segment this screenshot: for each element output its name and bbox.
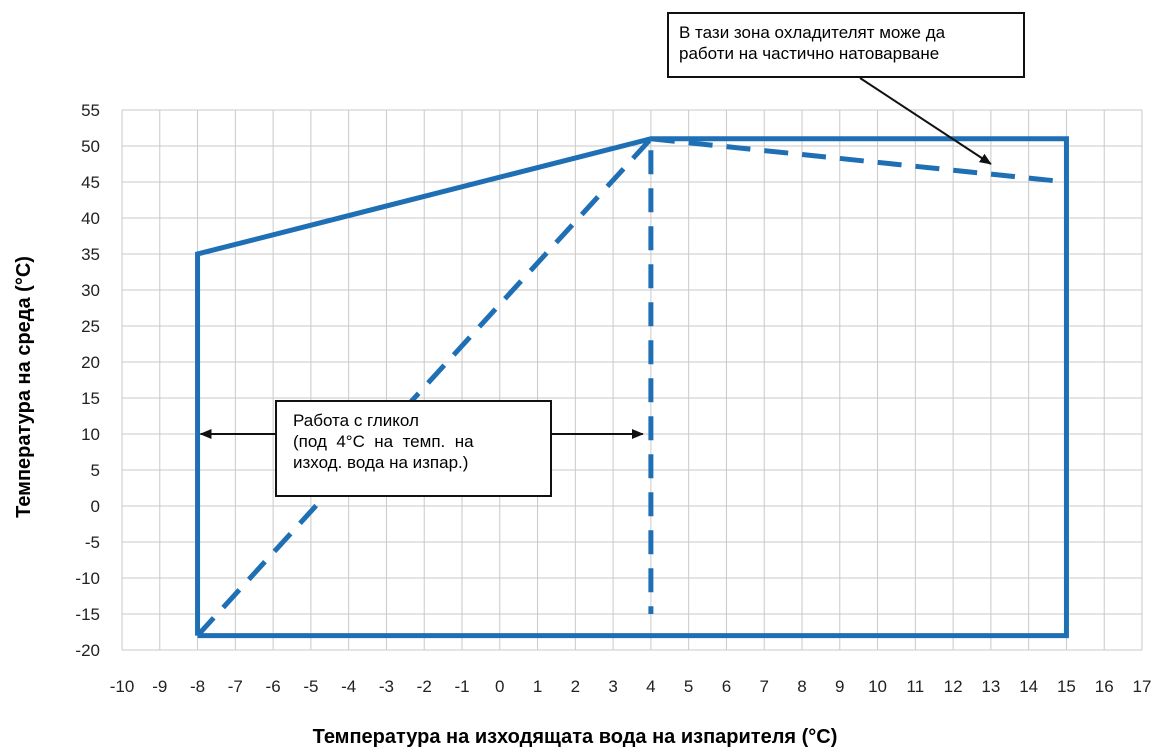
annotation-arrows bbox=[199, 77, 992, 439]
x-tick-label: 15 bbox=[1057, 677, 1076, 696]
annotation-line: В тази зона охладителят може да bbox=[679, 23, 946, 42]
y-tick-label: 0 bbox=[91, 497, 100, 516]
dashed-boundary-line bbox=[650, 136, 1067, 185]
series-lines bbox=[195, 132, 1069, 639]
x-tick-label: -9 bbox=[152, 677, 167, 696]
x-tick-label: 12 bbox=[944, 677, 963, 696]
x-tick-label: 2 bbox=[571, 677, 580, 696]
x-tick-label: -1 bbox=[454, 677, 469, 696]
y-tick-label: 5 bbox=[91, 461, 100, 480]
x-tick-label: -7 bbox=[228, 677, 243, 696]
partial-load-annotation: В тази зона охладителят може да работи н… bbox=[667, 12, 1025, 78]
y-axis-title: Температура на среда (°C) bbox=[13, 256, 35, 518]
x-tick-label: -10 bbox=[110, 677, 135, 696]
x-tick-label: 0 bbox=[495, 677, 504, 696]
x-tick-label: 14 bbox=[1019, 677, 1038, 696]
y-tick-label: 10 bbox=[81, 425, 100, 444]
x-axis-title: Температура на изходящата вода на изпари… bbox=[313, 726, 838, 748]
x-tick-label: 10 bbox=[868, 677, 887, 696]
y-tick-label: 25 bbox=[81, 317, 100, 336]
x-tick-label: -2 bbox=[417, 677, 432, 696]
y-tick-label: 55 bbox=[81, 101, 100, 120]
x-tick-label: 13 bbox=[981, 677, 1000, 696]
x-tick-label: 17 bbox=[1133, 677, 1152, 696]
x-tick-label: 11 bbox=[907, 677, 925, 696]
annotation-line: работи на частично натоварване bbox=[679, 44, 940, 63]
glycol-annotation: Работа с гликол (под 4°C на темп. на изх… bbox=[275, 400, 552, 497]
x-tick-label: 5 bbox=[684, 677, 693, 696]
y-tick-label: 40 bbox=[81, 209, 100, 228]
operating-envelope-line bbox=[195, 136, 1069, 639]
y-tick-label: -20 bbox=[75, 641, 100, 660]
y-tick-label: 30 bbox=[81, 281, 100, 300]
annotation-line: Работа с гликол bbox=[293, 411, 419, 430]
partial-load-arrow bbox=[859, 77, 992, 165]
grid bbox=[121, 109, 1143, 651]
annotation-line: изход. вода на изпар.) bbox=[293, 453, 469, 472]
x-tick-label: 6 bbox=[722, 677, 731, 696]
annotation-line: (под 4°C на темп. на bbox=[293, 432, 474, 451]
y-tick-label: 45 bbox=[81, 173, 100, 192]
x-tick-label: 4 bbox=[646, 677, 655, 696]
x-tick-label: 8 bbox=[797, 677, 806, 696]
y-tick-label: 50 bbox=[81, 137, 100, 156]
y-tick-label: 35 bbox=[81, 245, 100, 264]
y-tick-label: -10 bbox=[75, 569, 100, 588]
x-tick-label: 9 bbox=[835, 677, 844, 696]
x-tick-label: -6 bbox=[266, 677, 281, 696]
x-tick-label: -3 bbox=[379, 677, 394, 696]
x-tick-label: -5 bbox=[303, 677, 318, 696]
dashed-boundary-line bbox=[195, 132, 654, 638]
x-tick-label: 3 bbox=[608, 677, 617, 696]
x-tick-label: -4 bbox=[341, 677, 356, 696]
x-tick-label: -8 bbox=[190, 677, 205, 696]
x-tick-labels: -10 -9 -8 -7 -6 -5 -4 -3 -2 -1 0 1 2 3 4 5 6 7 8 9 10 11 12 13 1… bbox=[110, 677, 1152, 696]
x-tick-label: 7 bbox=[759, 677, 768, 696]
y-tick-label: 15 bbox=[81, 389, 100, 408]
y-tick-label: -15 bbox=[75, 605, 100, 624]
y-tick-label: -5 bbox=[85, 533, 100, 552]
y-tick-label: 20 bbox=[81, 353, 100, 372]
x-tick-label: 16 bbox=[1095, 677, 1114, 696]
x-tick-label: 1 bbox=[533, 677, 542, 696]
